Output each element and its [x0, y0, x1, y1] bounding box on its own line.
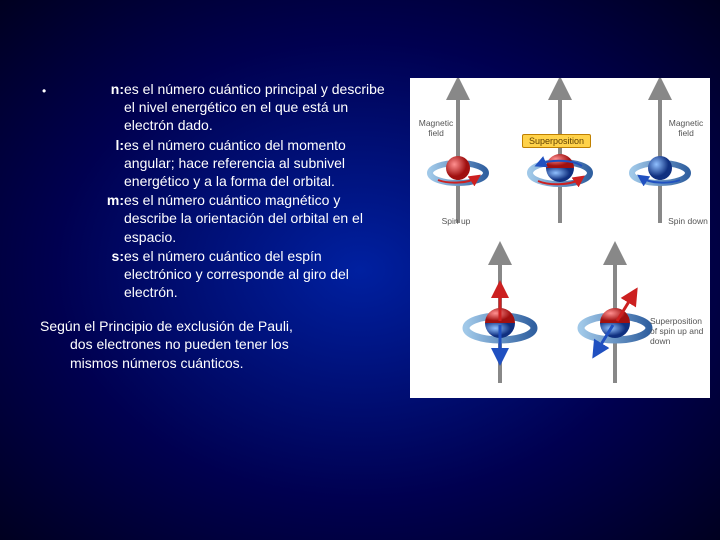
definitions-list: n: es el número cuántico principal y des… [96, 80, 390, 301]
def-label-s: s: [96, 247, 124, 302]
def-text-n: es el número cuántico principal y descri… [124, 80, 390, 135]
def-s: s: es el número cuántico del espín elect… [96, 247, 390, 302]
def-m: m: es el número cuántico magnético y des… [96, 191, 390, 246]
spin-diagram: Magnetic field Magnetic field Spin up Sp… [410, 78, 710, 398]
label-superposition-both: Superposition of spin up and down [650, 316, 708, 346]
def-text-l: es el número cuántico del momento angula… [124, 136, 390, 191]
pauli-line3: mismos números cuánticos. [70, 354, 390, 372]
def-n: n: es el número cuántico principal y des… [96, 80, 390, 135]
text-column: n: es el número cuántico principal y des… [40, 80, 390, 372]
label-magfield-left: Magnetic field [416, 118, 456, 138]
def-label-m: m: [96, 191, 124, 246]
label-spinup: Spin up [438, 216, 474, 226]
pauli-line1: Según el Principio de exclusión de Pauli… [40, 317, 390, 335]
label-superposition: Superposition [522, 134, 591, 148]
pauli-line2: dos electrones no pueden tener los [70, 335, 390, 353]
def-label-l: l: [96, 136, 124, 191]
def-l: l: es el número cuántico del momento ang… [96, 136, 390, 191]
def-text-m: es el número cuántico magnético y descri… [124, 191, 390, 246]
label-magfield-right: Magnetic field [666, 118, 706, 138]
def-label-n: n: [96, 80, 124, 135]
pauli-principle: Según el Principio de exclusión de Pauli… [40, 317, 390, 372]
label-spindown: Spin down [668, 216, 708, 226]
def-text-s: es el número cuántico del espín electrón… [124, 247, 390, 302]
